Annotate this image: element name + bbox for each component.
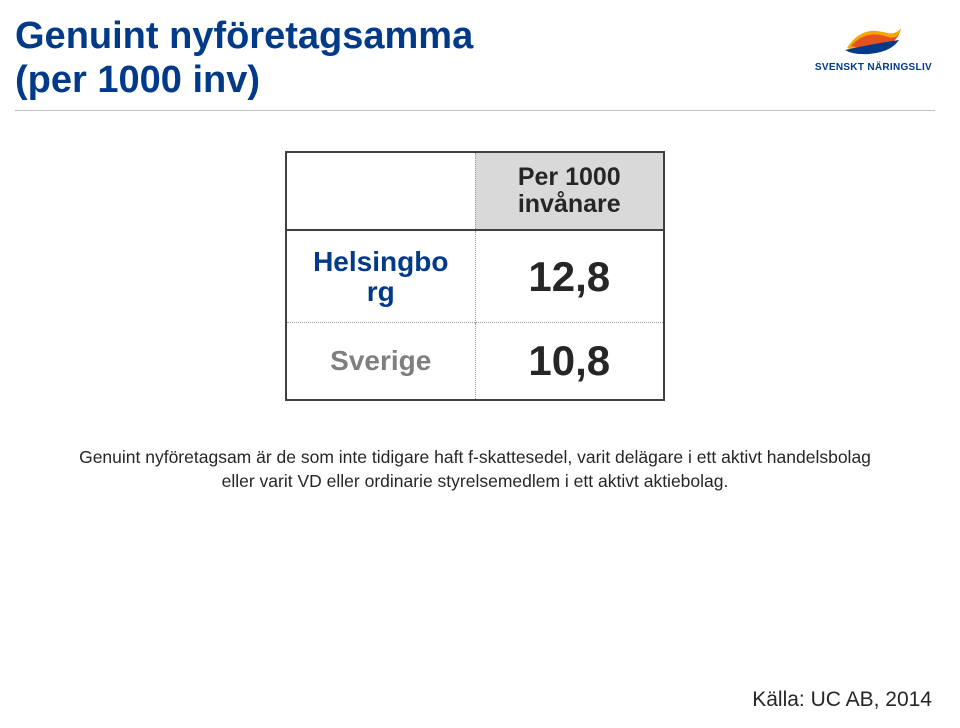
header-value: Per 1000 invånare	[475, 152, 664, 230]
title-line-2: (per 1000 inv)	[15, 59, 935, 103]
row-label-primary: Helsingbo rg	[286, 230, 475, 322]
source-citation: Källa: UC AB, 2014	[752, 688, 932, 712]
footnote-text: Genuint nyföretagsam är de som inte tidi…	[15, 446, 935, 493]
table-row: Helsingbo rg 12,8	[286, 230, 664, 322]
header-line-1: Per 1000	[482, 164, 658, 192]
header-empty	[286, 152, 475, 230]
row-value-secondary: 10,8	[475, 323, 664, 401]
row-label-line-2: rg	[293, 277, 469, 306]
row-label-line-1: Helsingbo	[293, 247, 469, 276]
row-value-primary: 12,8	[475, 230, 664, 322]
row-label-secondary: Sverige	[286, 323, 475, 401]
brand-name: SVENSKT NÄRINGSLIV	[815, 62, 932, 73]
data-table: Per 1000 invånare Helsingbo rg 12,8 Sver…	[285, 151, 665, 401]
title-divider	[15, 110, 935, 111]
data-table-container: Per 1000 invånare Helsingbo rg 12,8 Sver…	[285, 151, 665, 401]
table-row: Sverige 10,8	[286, 323, 664, 401]
slide-title: Genuint nyföretagsamma (per 1000 inv)	[15, 15, 935, 102]
table-header-row: Per 1000 invånare	[286, 152, 664, 230]
flame-icon	[841, 18, 905, 58]
brand-logo: SVENSKT NÄRINGSLIV	[815, 18, 932, 73]
title-line-1: Genuint nyföretagsamma	[15, 15, 935, 59]
header-line-2: invånare	[482, 191, 658, 219]
